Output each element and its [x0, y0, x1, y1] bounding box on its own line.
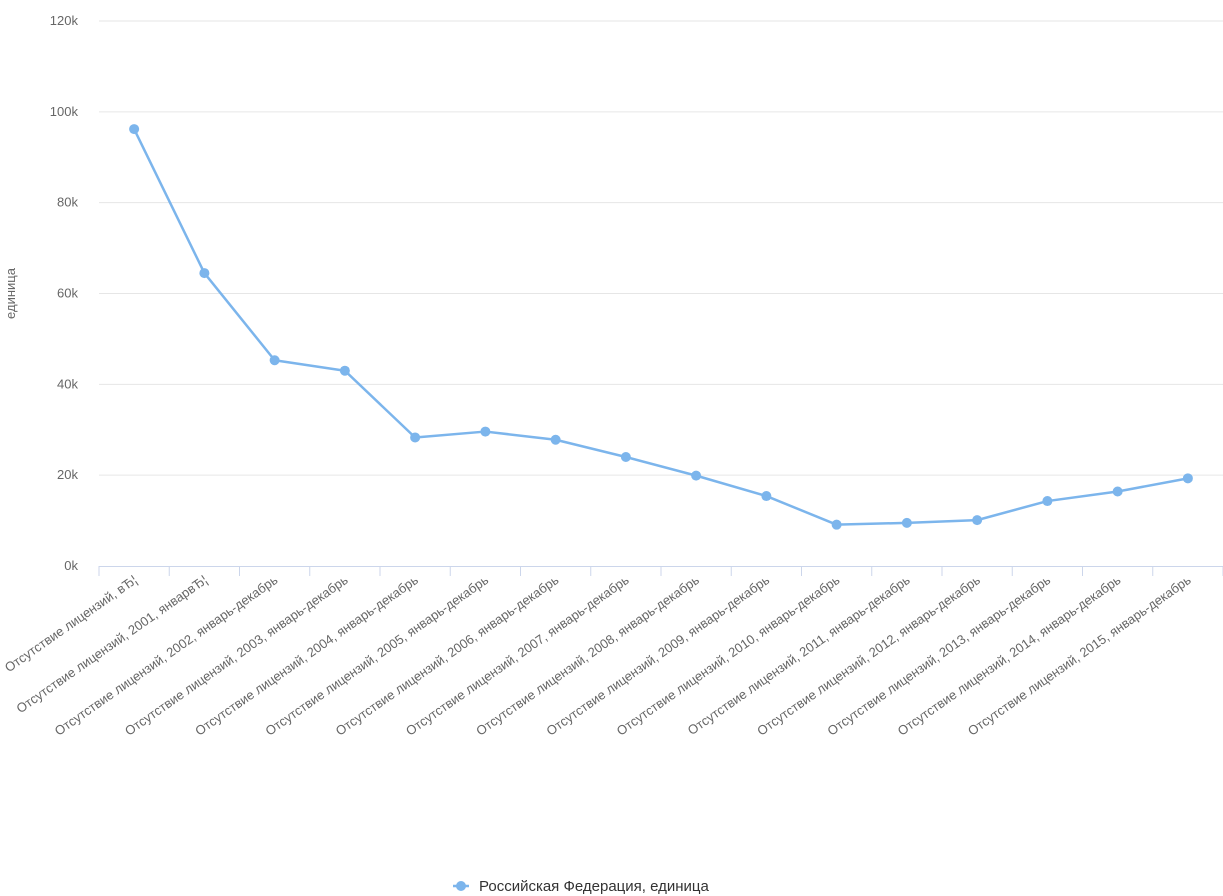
- series-layer: [129, 124, 1193, 530]
- y-axis-title: единица: [3, 267, 18, 319]
- data-point: [1182, 473, 1193, 484]
- data-point: [129, 124, 140, 135]
- data-point: [691, 470, 702, 481]
- y-tick-label: 80k: [57, 195, 78, 210]
- data-point: [761, 491, 772, 502]
- y-tick-label: 40k: [57, 376, 78, 391]
- y-tick-label: 20k: [57, 467, 78, 482]
- data-point: [972, 515, 983, 526]
- data-point: [339, 365, 350, 376]
- legend-series-label: Российская Федерация, единица: [479, 878, 709, 895]
- data-point: [410, 432, 421, 443]
- y-tick-label: 0k: [64, 558, 78, 573]
- data-point: [269, 355, 280, 366]
- data-point: [199, 268, 210, 279]
- data-point: [901, 517, 912, 528]
- legend[interactable]: Российская Федерация, единица: [453, 878, 709, 895]
- data-point: [480, 426, 491, 437]
- y-tick-label: 60k: [57, 286, 78, 301]
- y-tick-label: 100k: [50, 104, 79, 119]
- legend-series-marker: [456, 881, 466, 891]
- x-axis: Отсутствие лицензий, вЂ¦Отсутствие лицен…: [2, 566, 1223, 739]
- grid-lines: [99, 20, 1223, 476]
- x-tick-label: Отсутствие лицензий, вЂ¦: [2, 572, 140, 675]
- data-point: [1112, 486, 1123, 497]
- data-point: [831, 519, 842, 530]
- y-tick-label: 120k: [50, 13, 79, 28]
- data-point: [550, 434, 561, 445]
- series-line: [132, 127, 1190, 526]
- data-point: [620, 452, 631, 462]
- data-point: [1042, 496, 1053, 507]
- y-axis-tick-labels: 0k 20k 40k 60k 80k 100k 120k: [50, 13, 79, 573]
